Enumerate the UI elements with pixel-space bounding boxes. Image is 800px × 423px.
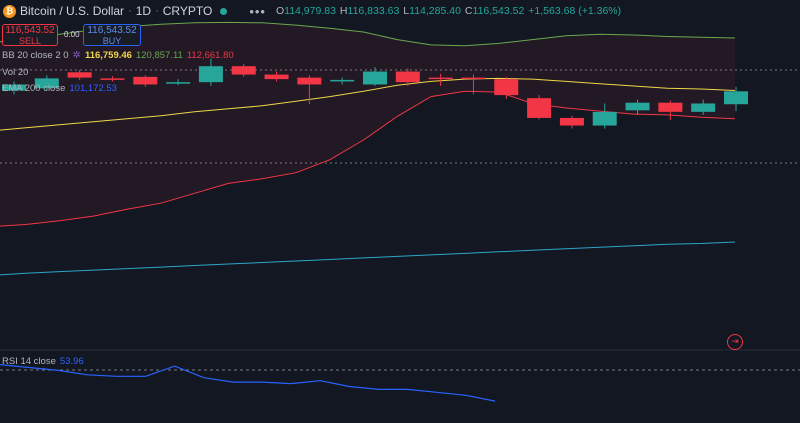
ema-legend[interactable]: EMA 200 close 101,172.53 [2,83,117,94]
candle [2,81,26,95]
candle [461,74,486,95]
buy-button[interactable]: 116,543.52 BUY [83,24,141,46]
scroll-to-realtime-icon[interactable]: ⇥ [727,334,743,350]
change-value: +1,563.68 (+1.36%) [528,5,622,17]
bitcoin-icon: ₿ [3,4,16,18]
bb-lower-value: 112,661.80 [186,50,234,61]
bb-legend[interactable]: BB 20 close 2 0 ✲ 116,759.46 120,857.11 … [2,50,234,61]
ema-value: 101,172.53 [69,83,117,94]
bb-upper-value: 120,857.11 [135,50,183,61]
candle-body [658,102,683,112]
ohlc-values: O114,979.83 H116,833.63 L114,285.40 C116… [276,5,621,17]
candle [363,66,387,86]
candle-body [67,72,92,78]
market-status-dot [220,7,228,15]
candle [724,86,748,112]
candle [264,71,289,82]
settings-icon[interactable]: ✲ [72,50,81,61]
candle-body [724,91,748,105]
candle [330,77,355,85]
candle-body [428,77,453,80]
candle-body [330,79,355,82]
candle [428,73,453,86]
timeframe-label[interactable]: 1D [135,4,152,18]
vol-name: Vol 20 [2,67,29,78]
high-value: 116,833.63 [347,5,400,17]
bb-basis-line [0,77,736,131]
candle-body [297,77,322,85]
separator: · [155,5,159,17]
rsi-legend[interactable]: RSI 14 close 53.96 [2,356,84,367]
candle [166,79,191,86]
candle [658,100,683,121]
candle-body [395,71,420,83]
candle-body [461,77,486,80]
high-label: H [339,5,348,17]
low-label: L [403,5,410,17]
more-dots-icon[interactable]: ••• [249,3,266,19]
close-value: 116,543.52 [472,5,525,17]
candle [494,76,519,99]
candle-body [133,76,158,85]
bb-basis-value: 116,759.46 [84,50,132,61]
bb-name: BB 20 close 2 0 [2,50,69,61]
open-value: 114,979.83 [284,5,336,17]
candle [198,58,223,86]
candle [34,75,59,91]
ema-200-line [0,241,736,276]
candle-body [166,82,191,84]
rsi-name: RSI 14 close [2,356,56,367]
candle [297,75,322,105]
candle [67,70,92,80]
sell-label: SELL [18,36,42,46]
candle [691,99,716,115]
vol-legend[interactable]: Vol 20 [2,67,28,78]
symbol-name[interactable]: Bitcoin / U.S. Dollar [20,4,125,18]
candle [395,68,420,86]
open-label: O [275,5,285,17]
candle-body [100,78,125,80]
candle-body [2,84,26,91]
candle-body [559,117,584,126]
candle-body [494,79,519,96]
exchange-label: CRYPTO [162,4,213,18]
candle [592,103,617,129]
candle-body [363,71,387,85]
candle [559,115,584,129]
candle [231,63,256,77]
buy-label: BUY [102,36,122,46]
candle-body [231,66,256,75]
candle-body [264,74,289,80]
candle-body [198,66,223,83]
candle [133,75,158,87]
close-label: C [464,5,473,17]
buy-price: 116,543.52 [87,25,137,36]
candle [625,99,650,115]
low-value: 114,285.40 [409,5,461,17]
sell-button[interactable]: 116,543.52 SELL [2,24,58,46]
candle-body [691,103,716,112]
candle-body [592,111,617,126]
rsi-value: 53.96 [59,356,84,367]
separator: · [128,5,132,17]
candle-body [625,102,650,111]
bb-band-fill [0,22,735,227]
candle [527,95,552,120]
ema-name: EMA 200 close [2,83,66,94]
chart-header: ₿ Bitcoin / U.S. Dollar · 1D · CRYPTO ••… [0,0,800,22]
candle [100,76,125,82]
candle-body [34,78,59,89]
sell-price: 116,543.52 [5,25,55,36]
candle-body [527,98,552,118]
spread-value: 0.00 [64,30,80,39]
rsi-line [0,364,496,402]
